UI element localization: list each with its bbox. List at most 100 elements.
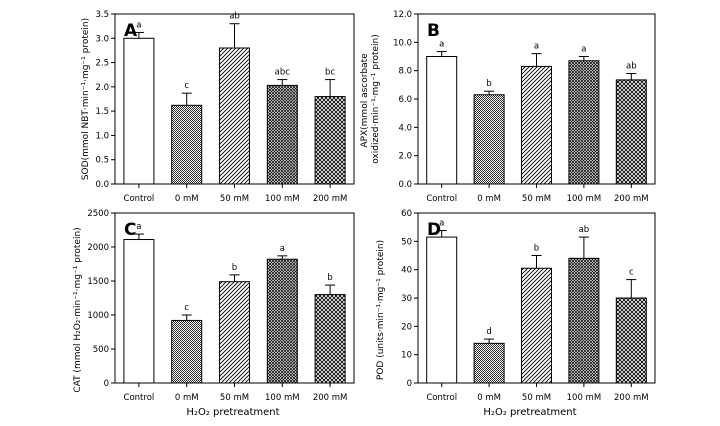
bar-a-0-mm	[171, 104, 203, 185]
category-label-c-0-mm: 0 mM	[175, 393, 199, 403]
bar-d-200-mm	[615, 297, 647, 384]
bar-a-50-mm	[219, 47, 250, 185]
bar-a-100-mm	[266, 84, 298, 185]
panel-letter-c: C	[124, 220, 136, 240]
category-label-a-50-mm: 50 mM	[220, 194, 249, 204]
significance-label-a-100-mm: abc	[275, 68, 291, 78]
significance-label-b-200-mm: ab	[626, 62, 637, 72]
bar-c-100-mm	[266, 258, 298, 384]
significance-label-d-0-mm: d	[486, 327, 491, 337]
category-label-b-100-mm: 100 mM	[567, 194, 602, 204]
y-tick-label-a-6: 3.0	[95, 34, 109, 44]
y-tick-label-c-4: 2000	[87, 243, 109, 253]
category-label-a-0-mm: 0 mM	[175, 194, 199, 204]
category-label-d-50-mm: 50 mM	[522, 393, 551, 403]
y-tick-label-b-6: 12.0	[393, 10, 412, 20]
category-label-b-control: Control	[426, 194, 457, 204]
significance-label-a-50-mm: ab	[229, 12, 240, 22]
y-axis-label-b-line2: oxidized·min⁻¹·mg⁻¹ protein)	[371, 34, 381, 164]
significance-label-d-control: a	[439, 219, 444, 229]
panel-letter-d: D	[427, 220, 441, 240]
y-tick-label-d-5: 50	[401, 237, 412, 247]
panel-d: POD (units·min⁻¹·mg⁻¹ protein) 0 10 20 30 40…	[376, 209, 656, 403]
panel-b: APX(mmol ascorbate oxidized·min⁻¹·mg⁻¹ p…	[360, 10, 656, 204]
y-tick-label-c-2: 1000	[87, 311, 109, 321]
y-tick-label-b-5: 10.0	[393, 38, 412, 48]
significance-label-c-100-mm: a	[280, 244, 285, 254]
panel-letter-a: A	[124, 21, 138, 41]
category-label-a-200-mm: 200 mM	[313, 194, 348, 204]
bar-b-200-mm	[615, 79, 647, 185]
y-tick-label-c-1: 500	[93, 345, 109, 355]
bar-d-0-mm	[473, 342, 505, 384]
y-axis-label-c: CAT (mmol H₂O₂·min⁻¹·mg⁻¹ protein)	[73, 227, 83, 392]
y-tick-label-d-3: 30	[401, 294, 412, 304]
bar-c-50-mm	[219, 281, 250, 384]
y-tick-label-a-3: 1.5	[95, 107, 109, 117]
significance-label-a-200-mm: bc	[325, 68, 335, 78]
x-axis-label-left: H₂O₂ pretreatment	[186, 407, 279, 418]
category-label-c-control: Control	[124, 393, 155, 403]
y-axis-label-d: POD (units·min⁻¹·mg⁻¹ protein)	[376, 240, 386, 380]
bar-a-control	[123, 37, 155, 185]
y-tick-label-b-2: 4.0	[398, 123, 412, 133]
y-tick-label-d-0: 0	[407, 379, 412, 389]
category-label-a-control: Control	[124, 194, 155, 204]
y-axis-label-a: SOD(mmol NBT·min⁻¹·mg⁻¹ protein)	[81, 18, 91, 180]
category-label-c-200-mm: 200 mM	[313, 393, 348, 403]
bar-b-50-mm	[521, 65, 552, 185]
significance-label-c-0-mm: c	[184, 303, 189, 313]
y-tick-label-c-0: 0	[104, 379, 109, 389]
bar-d-control	[426, 236, 458, 384]
y-axis-label-b: APX(mmol ascorbate oxidized·min⁻¹·mg⁻¹ p…	[360, 34, 381, 164]
significance-label-d-200-mm: c	[629, 268, 634, 278]
category-label-c-50-mm: 50 mM	[220, 393, 249, 403]
bar-d-50-mm	[521, 267, 552, 384]
bar-a-200-mm	[314, 96, 346, 185]
y-tick-label-a-1: 0.5	[95, 156, 109, 166]
category-label-b-50-mm: 50 mM	[522, 194, 551, 204]
y-tick-label-b-3: 6.0	[398, 95, 412, 105]
y-tick-label-b-4: 8.0	[398, 67, 412, 77]
y-tick-label-b-0: 0.0	[398, 180, 412, 190]
bar-c-control	[123, 239, 155, 384]
panel-a: SOD(mmol NBT·min⁻¹·mg⁻¹ protein) 0.0 0.5 1…	[81, 10, 355, 204]
category-label-d-200-mm: 200 mM	[614, 393, 649, 403]
bar-b-100-mm	[568, 60, 600, 185]
y-tick-label-a-5: 2.5	[95, 59, 109, 69]
y-tick-label-c-3: 1500	[87, 277, 109, 287]
bar-d-100-mm	[568, 257, 600, 384]
category-label-d-100-mm: 100 mM	[567, 393, 602, 403]
significance-label-a-control: a	[136, 20, 141, 30]
category-label-b-0-mm: 0 mM	[477, 194, 501, 204]
y-axis-label-b-line1: APX(mmol ascorbate	[360, 53, 370, 148]
y-tick-label-d-6: 60	[401, 209, 412, 219]
y-tick-label-a-2: 1.0	[95, 131, 109, 141]
bar-b-0-mm	[473, 94, 505, 185]
significance-label-b-50-mm: a	[534, 42, 539, 52]
category-label-d-0-mm: 0 mM	[477, 393, 501, 403]
significance-label-a-0-mm: c	[184, 81, 189, 91]
significance-label-c-200-mm: b	[327, 273, 332, 283]
significance-label-b-0-mm: b	[486, 79, 491, 89]
significance-label-b-100-mm: a	[581, 45, 586, 55]
bar-b-control	[426, 56, 458, 185]
y-tick-label-d-4: 40	[401, 266, 412, 276]
bar-c-0-mm	[171, 319, 203, 384]
x-axis-label-right: H₂O₂ pretreatment	[483, 407, 576, 418]
significance-label-c-control: a	[136, 222, 141, 232]
panel-letter-b: B	[427, 21, 440, 41]
y-tick-label-d-2: 20	[401, 322, 412, 332]
y-tick-label-b-1: 2.0	[398, 152, 412, 162]
y-tick-label-d-1: 10	[401, 351, 412, 361]
category-label-a-100-mm: 100 mM	[265, 194, 300, 204]
bar-c-200-mm	[314, 294, 346, 384]
y-tick-label-c-5: 2500	[87, 209, 109, 219]
category-label-c-100-mm: 100 mM	[265, 393, 300, 403]
y-tick-label-a-0: 0.0	[95, 180, 109, 190]
y-tick-label-a-4: 2.0	[95, 83, 109, 93]
category-label-b-200-mm: 200 mM	[614, 194, 649, 204]
significance-label-d-50-mm: b	[534, 244, 539, 254]
significance-label-d-100-mm: ab	[579, 225, 590, 235]
